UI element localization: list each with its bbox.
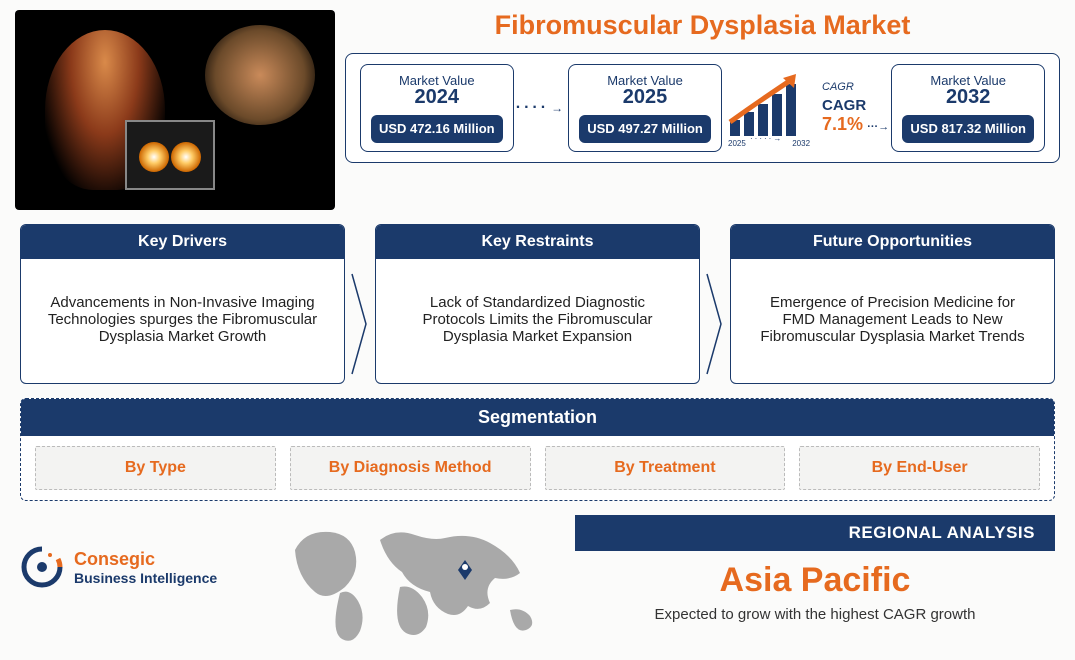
value-card-2032: Market Value 2032 USD 817.32 Million [891,64,1045,152]
card-future-opportunities: Future Opportunities Emergence of Precis… [730,224,1055,384]
segment-end-user: By End-User [799,446,1040,490]
segmentation-header: Segmentation [21,399,1054,436]
segmentation-panel: Segmentation By Type By Diagnosis Method… [20,398,1055,501]
cagr-block: 2025 ·····→ 2032 CAGR CAGR 7.1% ···→ [724,68,889,148]
cagr-label: CAGR [822,97,866,114]
logo-icon [20,545,64,589]
card-body: Advancements in Non-Invasive Imaging Tec… [21,259,344,379]
cagr-rate: 7.1% [822,114,863,134]
cagr-start-year: 2025 [728,139,746,148]
chevron-right-icon [705,224,725,384]
regional-panel: REGIONAL ANALYSIS Asia Pacific Expected … [575,515,1055,623]
value-amount: USD 497.27 Million [579,115,711,143]
segmentation-items: By Type By Diagnosis Method By Treatment… [21,436,1054,490]
top-row: Fibromuscular Dysplasia Market Market Va… [0,0,1075,210]
period-arrow-icon: ·····→ [750,134,783,143]
value-year: 2025 [579,86,711,109]
world-map-icon [285,515,555,645]
logo-text: Consegic Business Intelligence [74,549,217,586]
logo-line2: Business Intelligence [74,570,217,586]
regional-header: REGIONAL ANALYSIS [575,515,1055,551]
segment-treatment: By Treatment [545,446,786,490]
card-body: Emergence of Precision Medicine for FMD … [731,259,1054,379]
page-title: Fibromuscular Dysplasia Market [345,10,1060,41]
card-header: Key Drivers [21,225,344,259]
cagr-tag: CAGR [822,81,854,93]
card-key-restraints: Key Restraints Lack of Standardized Diag… [375,224,700,384]
value-card-2025: Market Value 2025 USD 497.27 Million [568,64,722,152]
regional-sub: Expected to grow with the highest CAGR g… [575,606,1055,623]
cagr-end-year: 2032 [792,139,810,148]
value-amount: USD 817.32 Million [902,115,1034,143]
card-key-drivers: Key Drivers Advancements in Non-Invasive… [20,224,345,384]
value-year: 2032 [902,86,1034,109]
regional-region: Asia Pacific [575,561,1055,600]
market-value-panel: Market Value 2024 USD 472.16 Million ···… [345,53,1060,163]
connector-dots: ···· [516,99,566,117]
title-column: Fibromuscular Dysplasia Market Market Va… [345,10,1060,210]
brand-logo: Consegic Business Intelligence [20,515,265,589]
bottom-row: Consegic Business Intelligence REGIONAL … [0,501,1075,645]
chevron-right-icon [350,224,370,384]
card-header: Future Opportunities [731,225,1054,259]
hero-medical-image [15,10,335,210]
logo-line1: Consegic [74,549,217,570]
card-body: Lack of Standardized Diagnostic Protocol… [376,259,699,379]
segment-diagnosis: By Diagnosis Method [290,446,531,490]
value-year: 2024 [371,86,503,109]
cagr-text: CAGR CAGR 7.1% ···→ [822,82,889,135]
value-card-2024: Market Value 2024 USD 472.16 Million [360,64,514,152]
value-amount: USD 472.16 Million [371,115,503,143]
segment-type: By Type [35,446,276,490]
cagr-chart-icon: 2025 ·····→ 2032 [724,68,814,148]
card-header: Key Restraints [376,225,699,259]
info-row: Key Drivers Advancements in Non-Invasive… [0,210,1075,384]
